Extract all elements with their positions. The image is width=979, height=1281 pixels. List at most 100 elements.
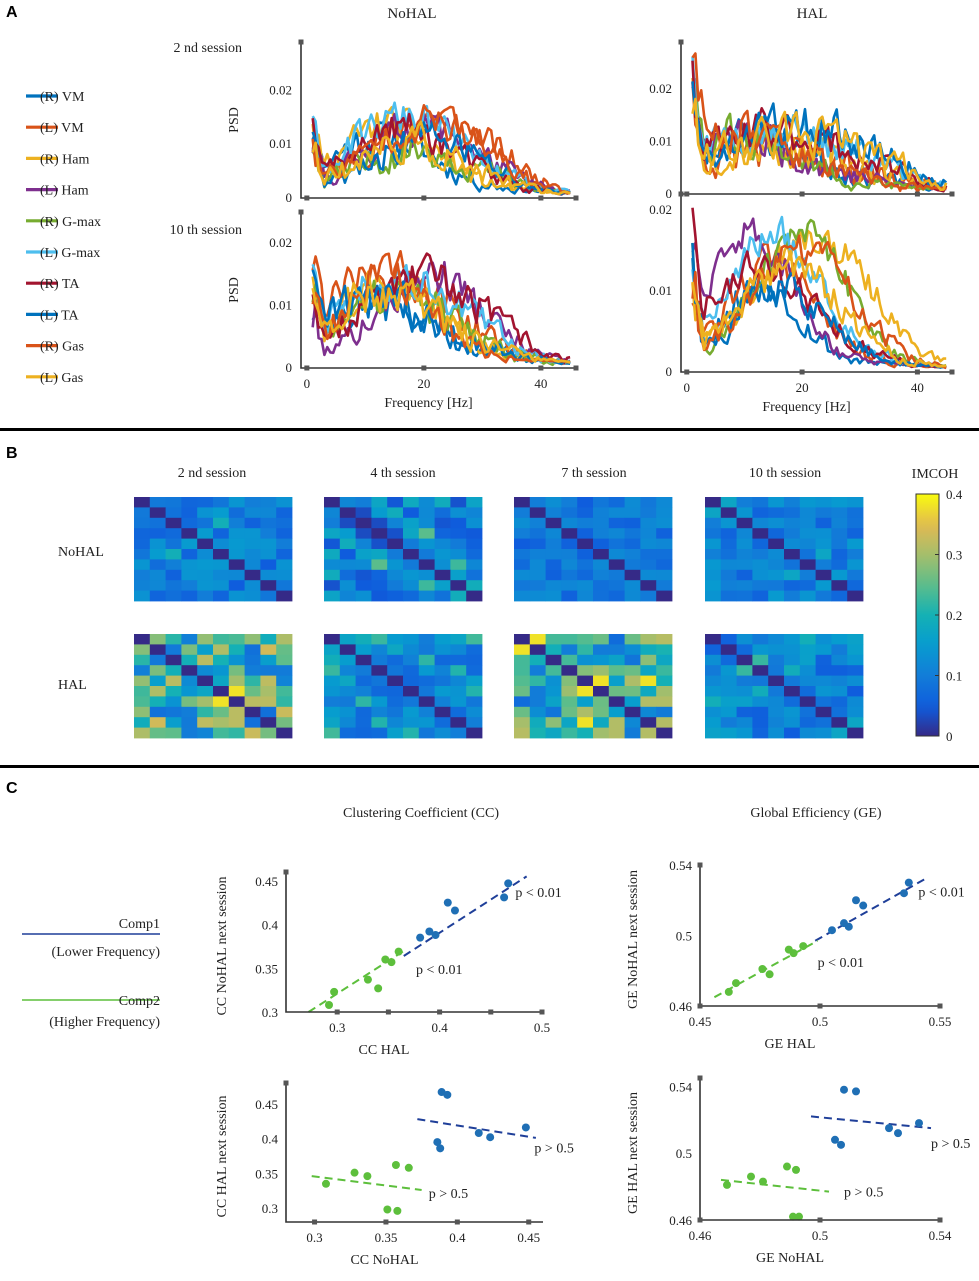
scatter-point (431, 931, 440, 939)
heatmap-cell (720, 580, 737, 591)
heatmap-cell (561, 634, 578, 645)
heatmap-cell (466, 665, 483, 676)
heatmap-cell (784, 580, 801, 591)
row-label-hal: HAL (58, 678, 87, 693)
heatmap-cell (529, 517, 546, 529)
heatmap-cell (640, 559, 657, 571)
psd-series-line (311, 120, 571, 196)
heatmap-cell (197, 706, 214, 718)
heatmap-cell (705, 507, 722, 519)
heatmap-cell (197, 590, 214, 602)
heatmap-cell (815, 528, 832, 539)
heatmap-cell (403, 497, 420, 508)
scatter-point (885, 1124, 893, 1133)
heatmap-cell (561, 538, 578, 550)
x-tick-label: 0.5 (812, 1014, 828, 1029)
heatmap-matrix (324, 634, 483, 739)
heatmap-cell (181, 654, 198, 666)
heatmap-cell (752, 654, 769, 666)
heatmap-cell (197, 644, 214, 656)
heatmap-cell (561, 497, 578, 508)
heatmap-cell (165, 590, 182, 602)
heatmap-cell (371, 528, 388, 539)
scatter-point (789, 949, 798, 958)
heatmap-cell (260, 644, 277, 656)
heatmap-cell (720, 706, 737, 718)
scatter-point (325, 1001, 334, 1009)
scatter-point (828, 926, 836, 935)
heatmap-cell (529, 686, 546, 697)
heatmap-cell (815, 727, 832, 739)
heatmap-cell (656, 549, 673, 560)
heatmap-cell (466, 580, 483, 591)
heatmap-cell (720, 507, 737, 519)
col-title-nohal: NoHAL (387, 6, 436, 22)
heatmap-cell (450, 686, 467, 697)
heatmap-cell (577, 559, 594, 571)
heatmap-cell (165, 644, 182, 656)
heatmap-cell (736, 634, 753, 645)
heatmap-cell (339, 517, 356, 529)
heatmap-cell (577, 549, 594, 560)
heatmap-cell (466, 569, 483, 581)
heatmap-cell (418, 528, 435, 539)
heatmap-cell (831, 507, 848, 519)
heatmap-cell (244, 507, 261, 519)
heatmap-cell (736, 665, 753, 676)
heatmap-cell (815, 706, 832, 718)
heatmap-cell (355, 569, 372, 581)
heatmap-cell (466, 507, 483, 519)
heatmap-cell (434, 665, 451, 676)
heatmap-cell (705, 569, 722, 581)
y-tick-top (697, 862, 703, 868)
heatmap-cell (244, 675, 261, 687)
heatmap-cell (197, 665, 214, 676)
heatmap-cell (134, 665, 151, 676)
x-axis-label: GE NoHAL (756, 1251, 824, 1266)
heatmap-cell (339, 528, 356, 539)
heatmap-cell (149, 686, 166, 697)
heatmap-cell (371, 727, 388, 739)
heatmap-cell (403, 507, 420, 519)
heatmap-cell (324, 665, 341, 676)
heatmap-cell (577, 569, 594, 581)
heatmap-cell (640, 590, 657, 602)
heatmap-cell (831, 497, 848, 508)
psd-series-line (311, 277, 571, 364)
heatmap-cell (371, 644, 388, 656)
heatmap-cell (577, 654, 594, 666)
heatmap-cell (784, 538, 801, 550)
heatmap-cell (624, 727, 641, 739)
heatmap-cell (640, 569, 657, 581)
heatmap-cell (593, 507, 610, 519)
heatmap-cell (529, 717, 546, 728)
heatmap-cell (324, 580, 341, 591)
heatmap-cell (450, 644, 467, 656)
imcoh-colorbar: 0 0.1 0.2 0.3 0.4 (915, 487, 963, 744)
heatmap-cell (434, 675, 451, 687)
scatter-point (859, 901, 868, 910)
heatmap-cell (213, 538, 230, 550)
panel-letter-b: B (6, 445, 18, 462)
heatmap-cell (403, 559, 420, 571)
scatter-point (500, 893, 509, 902)
heatmap-cell (831, 686, 848, 697)
heatmap-cell (705, 538, 722, 550)
heatmap-cell (434, 538, 451, 550)
heatmap-cell (450, 549, 467, 560)
heatmap-cell (450, 580, 467, 591)
heatmap-cell (387, 675, 404, 687)
heatmap-cell (608, 675, 625, 687)
heatmap-cell (165, 580, 182, 591)
heatmap-cell (181, 580, 198, 591)
heatmap-cell (624, 559, 641, 571)
heatmap-cell (339, 727, 356, 739)
heatmap-cell (799, 665, 816, 676)
heatmap-cell (720, 696, 737, 708)
x-tick (538, 365, 544, 371)
divider-a-b (0, 428, 979, 431)
heatmap-cell (387, 559, 404, 571)
colorbar-title: IMCOH (912, 467, 959, 482)
heatmap-cell (228, 665, 245, 676)
x-tick (454, 1219, 460, 1225)
